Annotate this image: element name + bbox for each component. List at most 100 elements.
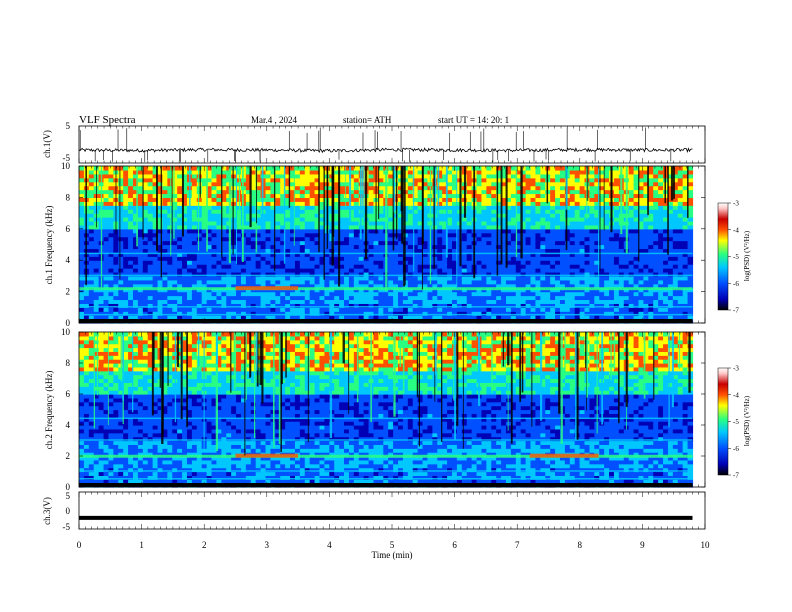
spec-cell bbox=[687, 228, 694, 234]
spec-cell bbox=[152, 275, 159, 281]
spec-cell bbox=[589, 201, 595, 206]
spec-cell bbox=[152, 217, 159, 222]
spec-cell bbox=[677, 291, 684, 297]
spec-cell bbox=[481, 275, 487, 281]
spec-cell bbox=[196, 220, 203, 226]
spec-cell bbox=[152, 311, 159, 316]
spec-cell bbox=[638, 291, 644, 297]
spec-cell bbox=[260, 264, 267, 269]
spec-cell bbox=[270, 299, 276, 304]
spec-cell bbox=[658, 260, 664, 265]
spec-cell bbox=[613, 299, 620, 304]
spec-cell bbox=[270, 240, 276, 246]
spec-cell bbox=[329, 271, 335, 277]
spec-cell bbox=[294, 315, 301, 320]
spec-cell bbox=[339, 256, 345, 261]
spec-cell bbox=[545, 205, 551, 210]
spec-cell bbox=[348, 173, 355, 179]
spec-cell bbox=[417, 197, 424, 202]
spec-cell bbox=[358, 244, 365, 250]
spec-cell bbox=[378, 271, 384, 277]
spec-cell bbox=[496, 185, 502, 191]
spec-cell bbox=[88, 181, 95, 187]
spec-cell bbox=[501, 185, 507, 191]
spec-cell bbox=[290, 240, 296, 246]
spec-cell bbox=[437, 209, 443, 214]
spec-cell bbox=[329, 311, 335, 316]
spec-cell bbox=[216, 181, 222, 187]
spec-cell bbox=[476, 315, 483, 320]
spec-cell bbox=[378, 291, 384, 297]
spec-cell bbox=[280, 228, 286, 234]
spec-cell bbox=[245, 173, 252, 179]
spec-cell bbox=[373, 315, 379, 320]
spec-cell bbox=[270, 177, 276, 183]
spec-cell bbox=[118, 217, 124, 222]
spec-cell bbox=[432, 220, 438, 226]
spec-cell bbox=[368, 217, 375, 222]
spec-cell bbox=[569, 244, 576, 250]
spec-cell bbox=[309, 307, 316, 312]
spec-cell bbox=[677, 279, 684, 285]
spec-cell bbox=[314, 213, 321, 218]
spec-cell bbox=[118, 177, 124, 183]
spec-cell bbox=[466, 271, 473, 277]
spec-cell bbox=[162, 240, 168, 246]
spec-cell bbox=[520, 311, 527, 316]
spec-cell bbox=[388, 279, 394, 285]
spec-cell bbox=[265, 236, 272, 242]
spec-cell bbox=[113, 303, 119, 308]
spec-cell bbox=[157, 256, 164, 261]
spec-cell bbox=[255, 177, 262, 183]
spec-cell bbox=[393, 256, 399, 261]
spec-cell bbox=[294, 256, 301, 261]
spec-cell bbox=[211, 217, 218, 222]
spec-cell bbox=[172, 213, 178, 218]
spec-cell bbox=[653, 197, 659, 202]
spec-cell bbox=[447, 193, 453, 198]
spec-cell bbox=[275, 224, 281, 230]
spec-cell bbox=[216, 299, 222, 304]
spec-cell bbox=[314, 228, 321, 234]
spec-cell bbox=[559, 236, 566, 242]
spec-cell bbox=[290, 252, 296, 257]
spec-cell bbox=[412, 217, 419, 222]
spec-cell bbox=[206, 275, 213, 281]
spec-cell bbox=[324, 271, 330, 277]
spec-cell bbox=[348, 166, 355, 171]
spec-cell bbox=[245, 256, 252, 261]
spec-cell bbox=[324, 268, 330, 273]
spec-cell bbox=[339, 271, 345, 277]
spec-cell bbox=[466, 228, 473, 234]
spec-cell bbox=[559, 248, 566, 253]
spec-cell bbox=[186, 295, 193, 301]
spec-cell bbox=[265, 166, 272, 171]
spec-cell bbox=[437, 201, 443, 206]
spec-cell bbox=[663, 275, 669, 281]
spec-cell bbox=[285, 181, 291, 187]
spec-cell bbox=[663, 232, 669, 238]
spec-cell bbox=[162, 307, 168, 312]
spec-cell bbox=[510, 240, 517, 246]
spec-cell bbox=[378, 173, 384, 179]
spec-cell bbox=[167, 315, 173, 320]
spec-cell bbox=[594, 220, 600, 226]
spec-cell bbox=[388, 256, 394, 261]
spec-cell bbox=[265, 232, 272, 238]
spec-cell bbox=[324, 291, 330, 297]
spec-cell bbox=[88, 193, 95, 198]
spec-cell bbox=[393, 181, 399, 187]
spec-cell bbox=[128, 244, 134, 250]
spec-cell bbox=[128, 299, 134, 304]
spec-cell bbox=[79, 193, 85, 198]
spec-cell bbox=[206, 279, 213, 285]
spec-cell bbox=[496, 315, 502, 320]
spec-cell bbox=[574, 224, 581, 230]
spec-cell bbox=[559, 197, 566, 202]
spec-cell bbox=[108, 291, 114, 297]
spec-cell bbox=[633, 189, 640, 195]
spec-cell bbox=[240, 311, 247, 316]
spec-cell bbox=[398, 220, 404, 226]
spec-cell bbox=[466, 189, 473, 195]
spec-cell bbox=[491, 232, 497, 238]
